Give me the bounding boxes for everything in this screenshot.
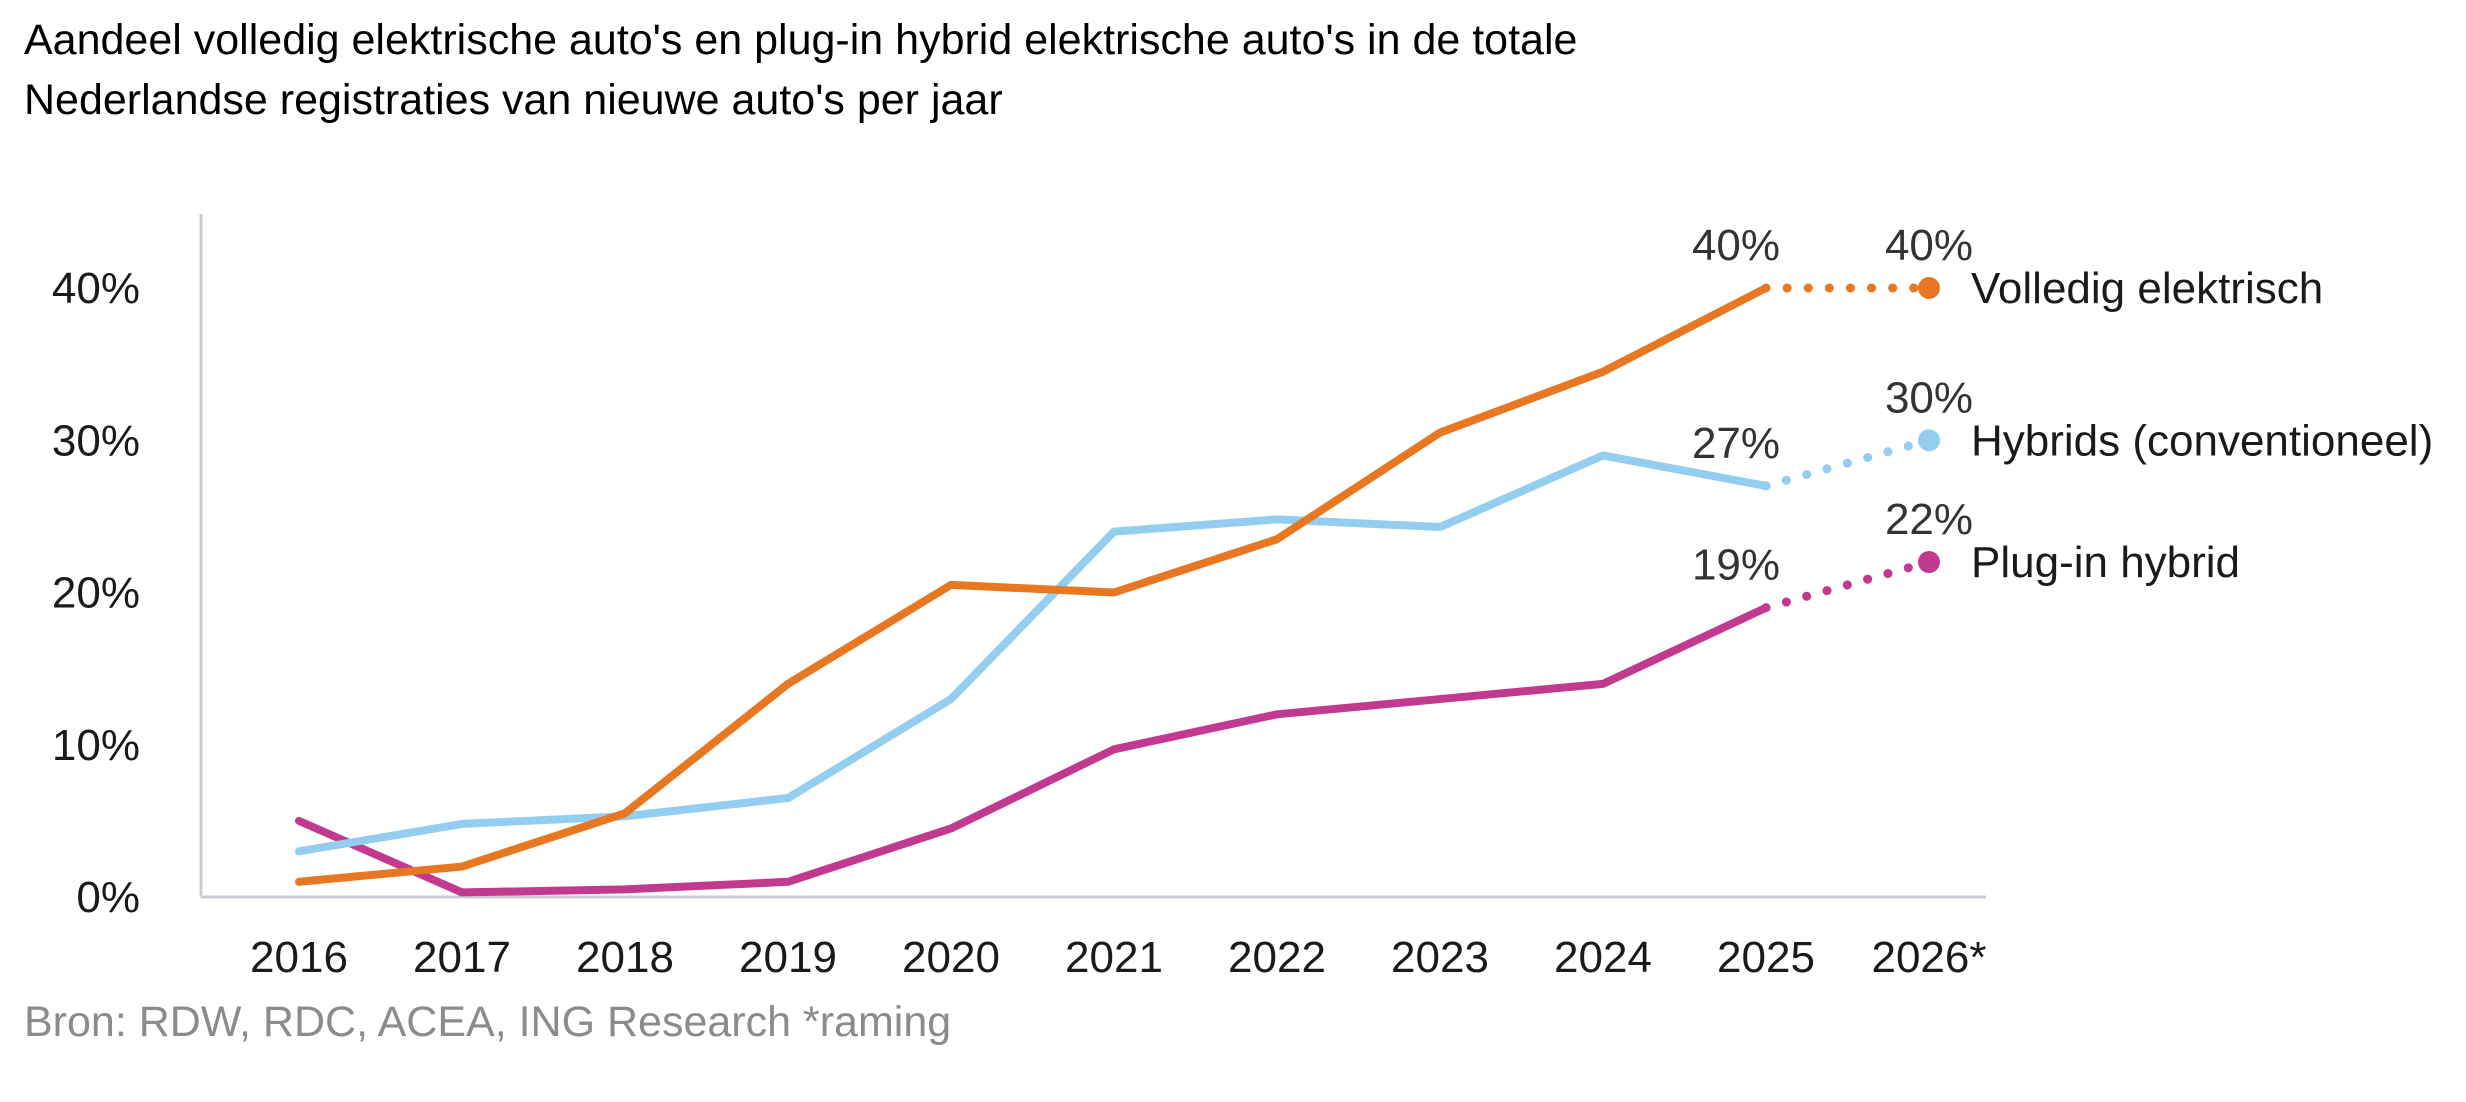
point-label-plug-in-hybrid-2026*: 22%	[1885, 495, 1973, 544]
series-end-marker-volledig-elektrisch	[1918, 277, 1940, 299]
x-tick-label-2026*: 2026*	[1871, 933, 1986, 982]
x-tick-label-2018: 2018	[576, 933, 674, 982]
point-label-volledig-elektrisch-2025: 40%	[1692, 221, 1780, 270]
series-forecast-line-plug-in-hybrid	[1761, 557, 1934, 613]
y-tick-label-0%: 0%	[76, 873, 140, 922]
x-tick-label-2020: 2020	[902, 933, 1000, 982]
point-label-hybrids-conventioneel-2026*: 30%	[1885, 373, 1973, 422]
y-tick-label-40%: 40%	[52, 264, 140, 313]
y-tick-label-20%: 20%	[52, 569, 140, 618]
series-forecast-line-hybrids-conventioneel	[1761, 435, 1934, 491]
series-end-marker-plug-in-hybrid	[1918, 551, 1940, 574]
point-label-hybrids-conventioneel-2025: 27%	[1692, 419, 1780, 468]
x-tick-label-2019: 2019	[739, 933, 837, 982]
x-tick-label-2023: 2023	[1391, 933, 1489, 982]
x-tick-label-2024: 2024	[1554, 933, 1652, 982]
legend-label-hybrids-conventioneel: Hybrids (conventioneel)	[1971, 416, 2433, 465]
chart-title-line-2: Nederlandse registraties van nieuwe auto…	[24, 76, 1003, 124]
y-tick-label-10%: 10%	[52, 721, 140, 770]
series-line-hybrids-conventioneel	[295, 451, 1770, 856]
x-tick-label-2021: 2021	[1065, 933, 1163, 982]
x-tick-label-2025: 2025	[1717, 933, 1815, 982]
chart-title-line-1: Aandeel volledig elektrische auto's en p…	[24, 16, 1578, 64]
legend-label-plug-in-hybrid: Plug-in hybrid	[1971, 538, 2240, 587]
source-note: Bron: RDW, RDC, ACEA, ING Research *rami…	[24, 998, 952, 1046]
chart-title: Aandeel volledig elektrische auto's en p…	[24, 10, 1577, 130]
x-tick-label-2022: 2022	[1228, 933, 1326, 982]
x-tick-label-2017: 2017	[413, 933, 511, 982]
series-line-plug-in-hybrid	[295, 603, 1770, 897]
legend-label-volledig-elektrisch: Volledig elektrisch	[1971, 264, 2323, 313]
point-label-volledig-elektrisch-2026*: 40%	[1885, 221, 1973, 270]
x-tick-label-2016: 2016	[250, 933, 348, 982]
series-end-marker-hybrids-conventioneel	[1918, 429, 1940, 452]
series-line-volledig-elektrisch	[295, 284, 1770, 886]
point-label-plug-in-hybrid-2025: 19%	[1692, 541, 1780, 590]
y-tick-label-30%: 30%	[52, 416, 140, 465]
